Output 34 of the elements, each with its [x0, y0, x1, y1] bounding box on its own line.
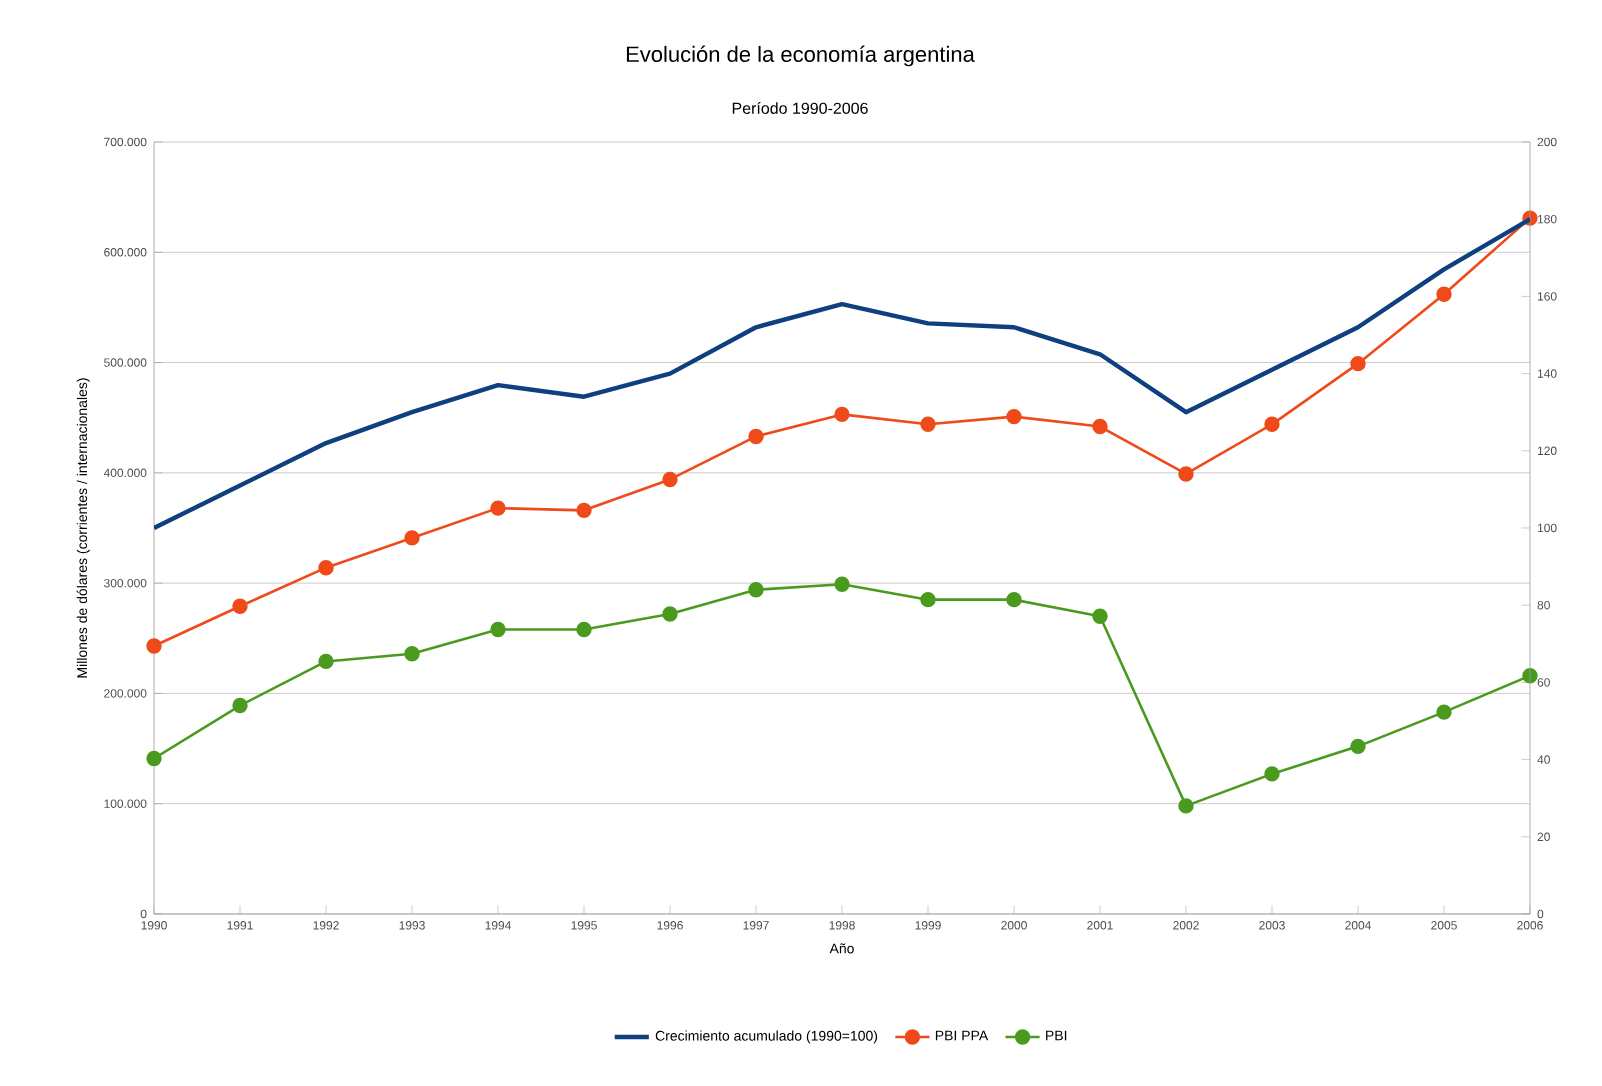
point — [1006, 408, 1022, 425]
point — [662, 606, 678, 622]
point — [1350, 355, 1366, 372]
point — [1436, 286, 1452, 302]
point — [404, 530, 420, 546]
point — [146, 638, 162, 654]
point — [318, 559, 334, 576]
point — [318, 653, 334, 670]
point — [920, 591, 936, 608]
point — [1006, 591, 1022, 608]
point — [748, 582, 764, 598]
point — [232, 697, 248, 714]
point — [834, 576, 850, 592]
point — [576, 621, 592, 638]
point — [1092, 608, 1108, 624]
point — [920, 416, 936, 433]
chart-title: Evolución de la economía argentina — [626, 45, 975, 67]
point — [748, 428, 764, 445]
point — [1350, 738, 1366, 755]
point — [1092, 418, 1108, 435]
point — [1264, 766, 1280, 782]
point — [1178, 798, 1194, 814]
point — [490, 621, 506, 638]
point — [662, 471, 678, 488]
point — [576, 502, 592, 519]
point — [404, 646, 420, 662]
point — [1436, 704, 1452, 720]
point — [232, 598, 248, 614]
point — [146, 750, 162, 767]
point — [1264, 416, 1280, 433]
chart-subtitle: Período 1990-2006 — [732, 102, 868, 114]
point — [834, 406, 850, 423]
point — [1178, 466, 1194, 482]
point — [490, 500, 506, 516]
